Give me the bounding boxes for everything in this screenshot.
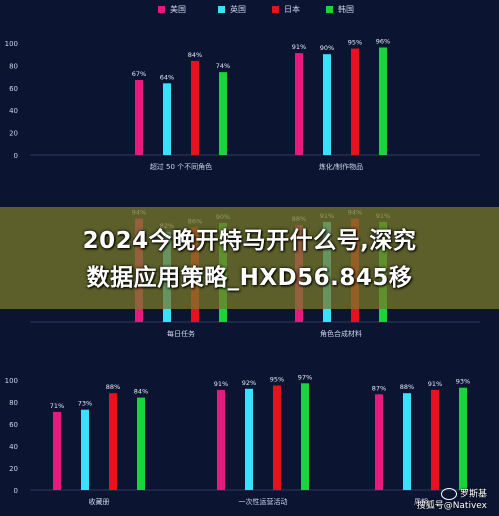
- bar: [379, 47, 387, 156]
- data-label: 92%: [242, 379, 256, 387]
- legend-item: 英国: [218, 4, 246, 15]
- bar: [375, 394, 383, 490]
- y-tick-label: 100: [5, 40, 18, 48]
- data-label: 91%: [428, 380, 442, 388]
- category-label: 周期: [414, 498, 428, 506]
- category-label: 收藏册: [89, 497, 110, 506]
- data-label: 87%: [372, 384, 386, 392]
- legend-item: 韩国: [326, 4, 354, 15]
- bar: [301, 383, 309, 490]
- legend-label: 日本: [284, 5, 300, 14]
- legend-swatch: [218, 6, 225, 13]
- data-label: 84%: [188, 51, 202, 59]
- y-tick-label: 60: [9, 421, 18, 429]
- legend-swatch: [326, 6, 333, 13]
- chart-legend: 美国 英国 日本 韩国: [0, 4, 499, 18]
- category-label: 一次性运营活动: [239, 497, 288, 506]
- watermark-source: 搜狐号@Nativex: [416, 501, 487, 511]
- bar: [81, 409, 89, 490]
- bar: [403, 393, 411, 490]
- bar: [273, 385, 281, 490]
- y-tick-label: 100: [5, 377, 18, 385]
- category-label: 角色合成材料: [320, 329, 362, 338]
- data-label: 93%: [456, 378, 470, 386]
- category-label: 超过 50 个不同角色: [150, 162, 212, 171]
- data-label: 73%: [78, 400, 92, 408]
- bar: [53, 411, 61, 490]
- y-tick-label: 0: [14, 152, 18, 160]
- title-banner: [0, 207, 499, 309]
- data-label: 88%: [400, 383, 414, 391]
- legend-label: 美国: [170, 5, 186, 14]
- watermark: 罗斯基 搜狐号@Nativex: [416, 487, 487, 513]
- bar: [137, 397, 145, 490]
- data-label: 88%: [106, 383, 120, 391]
- y-tick-label: 20: [9, 130, 18, 138]
- data-label: 95%: [348, 39, 362, 47]
- data-label: 84%: [134, 388, 148, 396]
- data-label: 95%: [270, 376, 284, 384]
- bar: [163, 83, 171, 155]
- y-tick-label: 40: [9, 107, 18, 115]
- y-tick-label: 80: [9, 62, 18, 70]
- bar: [217, 389, 225, 490]
- bar: [295, 53, 303, 155]
- bar: [191, 60, 199, 155]
- data-label: 90%: [320, 44, 334, 52]
- banner-line-2: 数据应用策略_HXD56.845移: [86, 265, 413, 291]
- bar: [245, 388, 253, 490]
- bar: [351, 48, 359, 155]
- data-label: 96%: [376, 37, 390, 45]
- category-label: 每日任务: [167, 329, 195, 338]
- y-tick-label: 60: [9, 85, 18, 93]
- legend-label: 韩国: [338, 5, 354, 14]
- legend-item: 日本: [272, 4, 300, 15]
- data-label: 71%: [50, 402, 64, 410]
- bar: [459, 387, 467, 490]
- sohu-logo-icon: [440, 487, 457, 500]
- data-label: 74%: [216, 62, 230, 70]
- data-label: 91%: [214, 380, 228, 388]
- data-label: 91%: [292, 43, 306, 51]
- data-label: 67%: [132, 70, 146, 78]
- watermark-author: 罗斯基: [459, 489, 487, 499]
- category-label: 炼化/制作物品: [319, 162, 363, 171]
- y-tick-label: 40: [9, 443, 18, 451]
- bar: [431, 389, 439, 490]
- legend-swatch: [272, 6, 279, 13]
- data-label: 97%: [298, 373, 312, 381]
- legend-item: 美国: [158, 4, 186, 15]
- bar: [323, 54, 331, 156]
- banner-line-1: 2024今晚开特马开什么号,深究: [82, 228, 417, 254]
- legend-label: 英国: [230, 5, 246, 14]
- y-tick-label: 20: [9, 465, 18, 473]
- y-tick-label: 0: [14, 487, 18, 495]
- bar: [109, 393, 117, 490]
- data-label: 64%: [160, 73, 174, 81]
- bar: [135, 79, 143, 155]
- bar: [219, 72, 227, 155]
- banner-text: 2024今晚开特马开什么号,深究 数据应用策略_HXD56.845移: [0, 215, 499, 305]
- legend-swatch: [158, 6, 165, 13]
- y-tick-label: 80: [9, 399, 18, 407]
